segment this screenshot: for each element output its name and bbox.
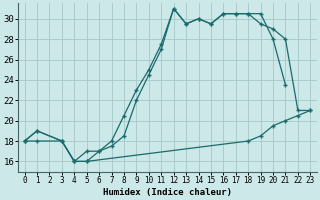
X-axis label: Humidex (Indice chaleur): Humidex (Indice chaleur) <box>103 188 232 197</box>
